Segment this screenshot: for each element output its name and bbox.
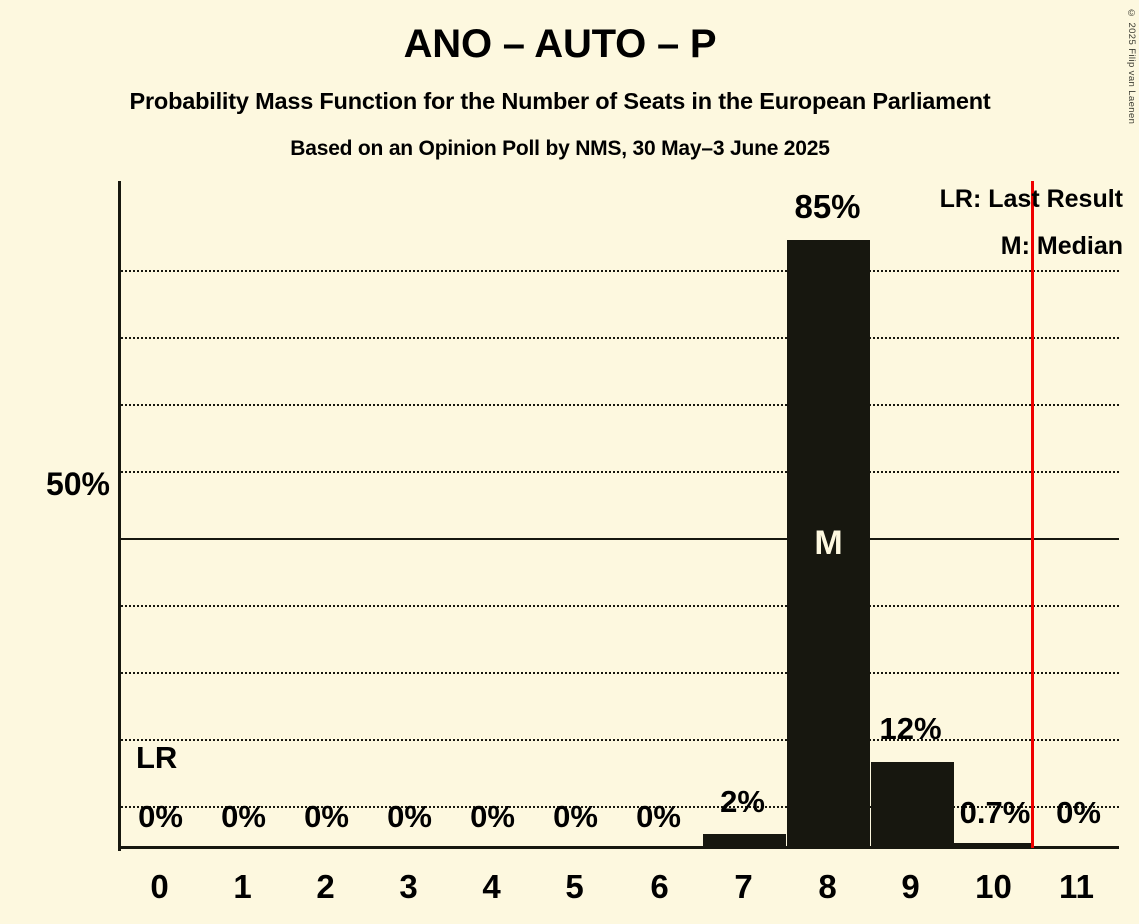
bar-value-9: 12%	[879, 711, 942, 746]
x-tick-7: 7	[734, 868, 753, 905]
page-title: ANO – AUTO – P	[403, 22, 717, 66]
x-axis	[118, 846, 1119, 849]
x-tick-11: 11	[1059, 868, 1094, 905]
legend-median: M: Median	[1000, 232, 1123, 260]
bar-value-11: 0%	[1056, 795, 1101, 830]
gridline-80	[118, 337, 1119, 339]
y-axis	[118, 181, 121, 851]
median-marker: M	[814, 524, 843, 562]
x-tick-10: 10	[975, 868, 1012, 905]
bar-value-1: 0%	[221, 799, 266, 834]
bar-value-0: 0%	[138, 799, 183, 834]
x-tick-6: 6	[650, 868, 669, 905]
gridline-10	[118, 806, 1119, 808]
bar-8[interactable]	[787, 240, 870, 848]
bar-value-8: 85%	[794, 188, 861, 225]
gridline-20	[118, 739, 1119, 741]
copyright-notice: © 2025 Filip van Laenen	[1126, 8, 1137, 125]
gridline-50	[118, 538, 1119, 540]
bar-group	[118, 181, 1119, 848]
x-tick-5: 5	[565, 868, 584, 905]
chart-source-note: Based on an Opinion Poll by NMS, 30 May–…	[290, 137, 830, 160]
last-result-line	[1031, 181, 1034, 848]
gridline-40	[118, 605, 1119, 607]
bar-7[interactable]	[703, 834, 786, 848]
bar-value-10: 0.7%	[959, 795, 1031, 830]
gridline-90	[118, 270, 1119, 272]
x-tick-2: 2	[316, 868, 335, 905]
bar-value-7: 2%	[720, 784, 765, 819]
bar-value-3: 0%	[387, 799, 432, 834]
legend-last-result: LR: Last Result	[939, 185, 1123, 213]
x-tick-0: 0	[150, 868, 169, 905]
chart-subtitle: Probability Mass Function for the Number…	[129, 88, 991, 114]
bar-10[interactable]	[954, 843, 1034, 848]
x-tick-9: 9	[901, 868, 920, 905]
x-tick-8: 8	[818, 868, 837, 905]
x-tick-3: 3	[399, 868, 418, 905]
x-tick-4: 4	[482, 868, 501, 905]
bar-value-6: 0%	[636, 799, 681, 834]
y-tick-label-50: 50%	[45, 466, 110, 502]
bar-value-5: 0%	[553, 799, 598, 834]
plot-area	[118, 181, 1119, 848]
bar-9[interactable]	[871, 762, 954, 848]
gridline-30	[118, 672, 1119, 674]
bar-value-4: 0%	[470, 799, 515, 834]
last-result-marker: LR	[136, 740, 178, 775]
gridline-60	[118, 471, 1119, 473]
gridline-70	[118, 404, 1119, 406]
bar-value-2: 0%	[304, 799, 349, 834]
x-tick-1: 1	[233, 868, 252, 905]
